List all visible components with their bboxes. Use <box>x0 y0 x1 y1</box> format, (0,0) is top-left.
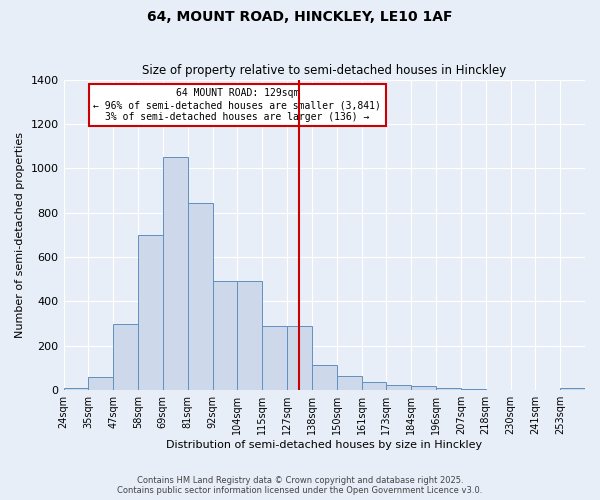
Bar <box>262 326 287 390</box>
Bar <box>436 388 461 390</box>
Y-axis label: Number of semi-detached properties: Number of semi-detached properties <box>15 132 25 338</box>
Title: Size of property relative to semi-detached houses in Hinckley: Size of property relative to semi-detach… <box>142 64 506 77</box>
Bar <box>411 386 436 390</box>
Bar <box>163 157 188 390</box>
Bar <box>238 282 262 390</box>
X-axis label: Distribution of semi-detached houses by size in Hinckley: Distribution of semi-detached houses by … <box>166 440 482 450</box>
Bar <box>113 324 138 390</box>
Bar <box>64 388 88 390</box>
Bar <box>138 235 163 390</box>
Bar <box>337 376 362 390</box>
Bar <box>560 388 585 390</box>
Text: 64, MOUNT ROAD, HINCKLEY, LE10 1AF: 64, MOUNT ROAD, HINCKLEY, LE10 1AF <box>147 10 453 24</box>
Bar <box>461 389 485 390</box>
Bar <box>362 382 386 390</box>
Bar <box>312 364 337 390</box>
Bar <box>212 282 238 390</box>
Bar <box>386 386 411 390</box>
Text: Contains HM Land Registry data © Crown copyright and database right 2025.
Contai: Contains HM Land Registry data © Crown c… <box>118 476 482 495</box>
Bar <box>287 326 312 390</box>
Bar <box>88 377 113 390</box>
Bar <box>188 202 212 390</box>
Text: 64 MOUNT ROAD: 129sqm
← 96% of semi-detached houses are smaller (3,841)
3% of se: 64 MOUNT ROAD: 129sqm ← 96% of semi-deta… <box>94 88 381 122</box>
